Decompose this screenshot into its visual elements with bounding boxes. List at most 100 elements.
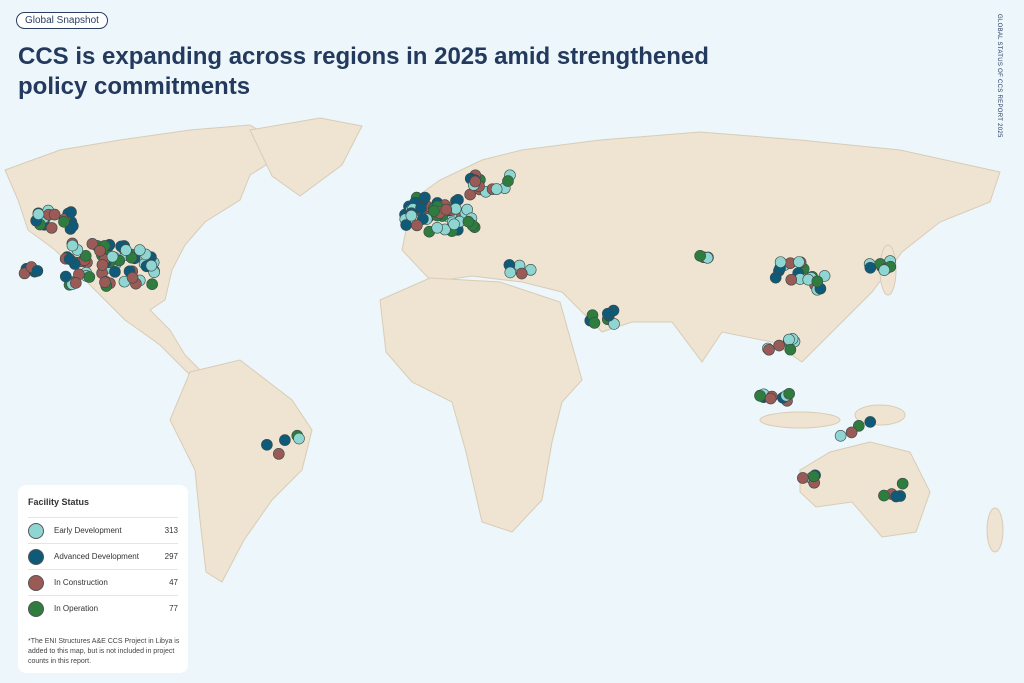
facility-dot — [31, 265, 44, 277]
facility-dot — [86, 238, 99, 250]
facility-dot — [261, 438, 273, 451]
facility-dot — [769, 271, 782, 284]
legend-title: Facility Status — [28, 497, 90, 507]
facility-dot — [65, 206, 77, 218]
greenland — [249, 117, 363, 197]
legend-count: 47 — [169, 578, 178, 587]
facility-dot — [70, 277, 82, 289]
facility-dot — [845, 426, 858, 439]
facility-dot — [133, 244, 146, 256]
facility-dot — [66, 239, 79, 252]
south-america — [169, 359, 313, 583]
facility-dot — [106, 250, 119, 263]
legend-label: In Construction — [54, 578, 108, 587]
legend-count: 297 — [164, 552, 178, 561]
facility-dot — [784, 343, 797, 356]
facility-dot — [448, 218, 460, 231]
facility-dot — [126, 271, 139, 284]
facility-dot — [773, 339, 785, 352]
facility-dot — [783, 333, 795, 346]
facility-dot — [808, 470, 820, 483]
facility-dot — [146, 278, 158, 291]
facility-dot — [58, 215, 70, 228]
facility-dot — [694, 250, 706, 262]
facility-dot — [145, 259, 158, 272]
facility-dot — [63, 253, 76, 265]
facility-dot — [419, 191, 431, 204]
title: CCS is expanding across regions in 2025 … — [18, 43, 709, 100]
facility-dot — [890, 490, 902, 503]
facility-dot — [504, 266, 517, 279]
facility-dot — [120, 244, 132, 256]
legend-item: Advanced Development 297 — [28, 543, 178, 568]
facility-dot — [96, 259, 109, 271]
facility-dot — [864, 261, 877, 274]
facility-dot — [834, 430, 847, 442]
legend-item: In Construction 47 — [28, 569, 178, 594]
facility-dot — [94, 244, 106, 257]
facility-dot — [763, 343, 775, 356]
land — [4, 117, 1004, 583]
facility-dot — [785, 273, 798, 286]
legend: Facility Status Early Development 313 Adva… — [18, 485, 188, 673]
facility-dot — [864, 416, 877, 428]
facility-dot — [783, 387, 795, 400]
facility-dot — [793, 256, 805, 268]
facility-dot — [48, 208, 61, 221]
facility-dot — [431, 221, 444, 234]
facility-dot — [811, 275, 824, 288]
legend-label: Early Development — [54, 526, 122, 535]
facility-dot — [469, 175, 481, 188]
facility-dot — [853, 420, 865, 432]
facility-dot — [32, 208, 45, 221]
facility-dot — [588, 317, 601, 329]
facility-dot — [415, 202, 427, 214]
facility-dot — [79, 250, 92, 262]
facility-dot — [608, 318, 620, 330]
side-label: GLOBAL STATUS OF CCS REPORT 2025 — [996, 14, 1002, 138]
facility-dot — [754, 390, 766, 402]
legend-item: In Operation 77 — [28, 595, 178, 620]
facility-dot — [878, 489, 890, 502]
facility-dot — [59, 270, 72, 283]
footnote: *The ENI Structures A&E CCS Project in L… — [28, 638, 180, 665]
facility-dot — [293, 432, 305, 445]
facility-dot — [411, 219, 423, 232]
badge: Global Snapshot — [16, 12, 108, 29]
facility-dot — [45, 222, 58, 234]
legend-item: Early Development 313 — [28, 517, 178, 542]
facility-dot — [272, 448, 285, 460]
facility-dot — [279, 434, 291, 446]
facility-dot — [440, 203, 453, 216]
facility-dot — [405, 209, 418, 222]
facility-dots — [18, 169, 909, 503]
facility-dot — [764, 392, 777, 405]
facility-dot — [428, 205, 440, 217]
facility-dot — [83, 271, 96, 283]
facility-dot — [515, 267, 528, 280]
legend-swatch — [28, 549, 44, 565]
legend-swatch — [28, 601, 44, 617]
facility-dot — [602, 307, 614, 320]
legend-swatch — [28, 575, 44, 591]
facility-dot — [99, 276, 111, 289]
eurasia — [401, 131, 1001, 363]
africa — [379, 277, 583, 533]
legend-count: 313 — [164, 526, 178, 535]
facility-dot — [896, 477, 909, 490]
facility-dot — [109, 266, 121, 278]
australia — [799, 441, 931, 538]
facility-dot — [490, 183, 503, 195]
legend-label: Advanced Development — [54, 552, 139, 561]
facility-dot — [878, 264, 891, 276]
legend-count: 77 — [169, 604, 178, 613]
facility-dot — [774, 256, 787, 268]
facility-dot — [797, 472, 809, 484]
legend-swatch — [28, 523, 44, 539]
indonesia — [759, 411, 841, 429]
facility-dot — [502, 175, 514, 187]
facility-dot — [462, 215, 475, 228]
new-zealand — [986, 507, 1004, 553]
